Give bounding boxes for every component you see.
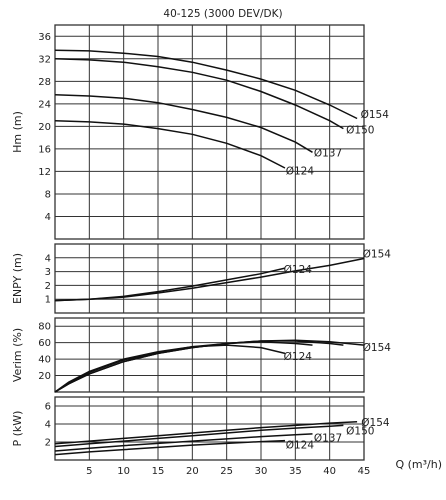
curve-hm-0 [54, 49, 358, 120]
curve-label: Ø154 [361, 417, 390, 429]
curve-verim-0 [54, 339, 365, 393]
y-axis-label: P (kW) [11, 411, 24, 447]
y-tick-label: 4 [45, 253, 51, 264]
x-tick-label: 45 [358, 466, 371, 477]
y-tick-label: 20 [38, 371, 51, 382]
y-tick-label: 3 [45, 267, 51, 278]
curve-label: Ø154 [361, 109, 390, 121]
y-tick-label: 32 [38, 54, 51, 65]
curve-label: Ø137 [314, 147, 342, 159]
y-tick-label: 8 [45, 189, 51, 200]
y-axis-label: ENPY (m) [11, 253, 24, 304]
panel-enpy: 1 2 3 4 ENPY (m) Ø154 Ø124 [11, 243, 392, 314]
x-tick-label: 5 [86, 466, 92, 477]
curve-label: Ø124 [286, 440, 315, 452]
x-tick-label: 35 [289, 466, 302, 477]
curve-verim-1 [54, 340, 344, 393]
curve-label: Ø150 [346, 125, 374, 137]
y-tick-label: 20 [38, 122, 51, 133]
y-tick-label: 12 [38, 167, 51, 178]
curve-label: Ø124 [284, 351, 313, 363]
curve-label: Ø150 [346, 425, 374, 437]
curve-power-3 [54, 439, 286, 456]
panel-verim: 20 40 60 80 Verim (%) Ø154 Ø124 [11, 317, 392, 393]
panel-hm: 4 8 12 16 20 24 28 32 36 Hm (m) Ø154 Ø150 Ø137 Ø124 [11, 24, 390, 240]
panel-frame [54, 396, 365, 461]
y-axis-label: Hm (m) [11, 111, 24, 153]
curve-enpy-0 [54, 257, 365, 302]
y-tick-label: 2 [45, 438, 51, 449]
y-tick-label: 60 [38, 338, 51, 349]
curve-hm-2 [54, 94, 313, 153]
y-tick-label: 80 [38, 322, 51, 333]
curve-label: Ø137 [314, 433, 342, 445]
panel-frame [54, 317, 365, 393]
curve-verim-3 [54, 344, 286, 393]
y-tick-label: 4 [45, 212, 51, 223]
y-tick-label: 1 [45, 295, 51, 306]
curve-hm-1 [54, 58, 344, 130]
y-tick-label: 40 [38, 355, 51, 366]
panel-frame [54, 243, 365, 314]
y-tick-label: 6 [45, 402, 51, 413]
y-tick-label: 24 [38, 99, 51, 110]
x-tick-label: 25 [220, 466, 233, 477]
curve-power-1 [54, 424, 344, 448]
y-tick-label: 2 [45, 281, 51, 292]
y-tick-label: 28 [38, 77, 51, 88]
curve-label: Ø124 [286, 165, 315, 177]
curve-label: Ø154 [363, 249, 392, 261]
y-axis-label: Verim (%) [11, 328, 24, 382]
y-tick-label: 16 [38, 144, 51, 155]
x-tick-label: 30 [255, 466, 268, 477]
curve-label: Ø154 [363, 342, 392, 354]
curve-label: Ø124 [284, 264, 313, 276]
curve-power-2 [54, 433, 313, 452]
x-tick-label: 15 [152, 466, 165, 477]
curve-power-0 [54, 421, 358, 445]
y-tick-label: 36 [38, 32, 51, 43]
y-tick-label: 4 [45, 420, 51, 431]
x-tick-label: 20 [186, 466, 199, 477]
x-axis: 5 10 15 20 25 30 35 40 45 Q (m³/h) [86, 458, 442, 477]
chart-title: 40-125 (3000 DEV/DK) [163, 8, 282, 20]
x-tick-label: 40 [323, 466, 336, 477]
x-tick-label: 10 [117, 466, 130, 477]
panel-frame [54, 24, 365, 240]
x-axis-label: Q (m³/h) [395, 458, 442, 471]
curve-enpy-1 [54, 267, 286, 302]
curve-hm-3 [54, 119, 286, 169]
